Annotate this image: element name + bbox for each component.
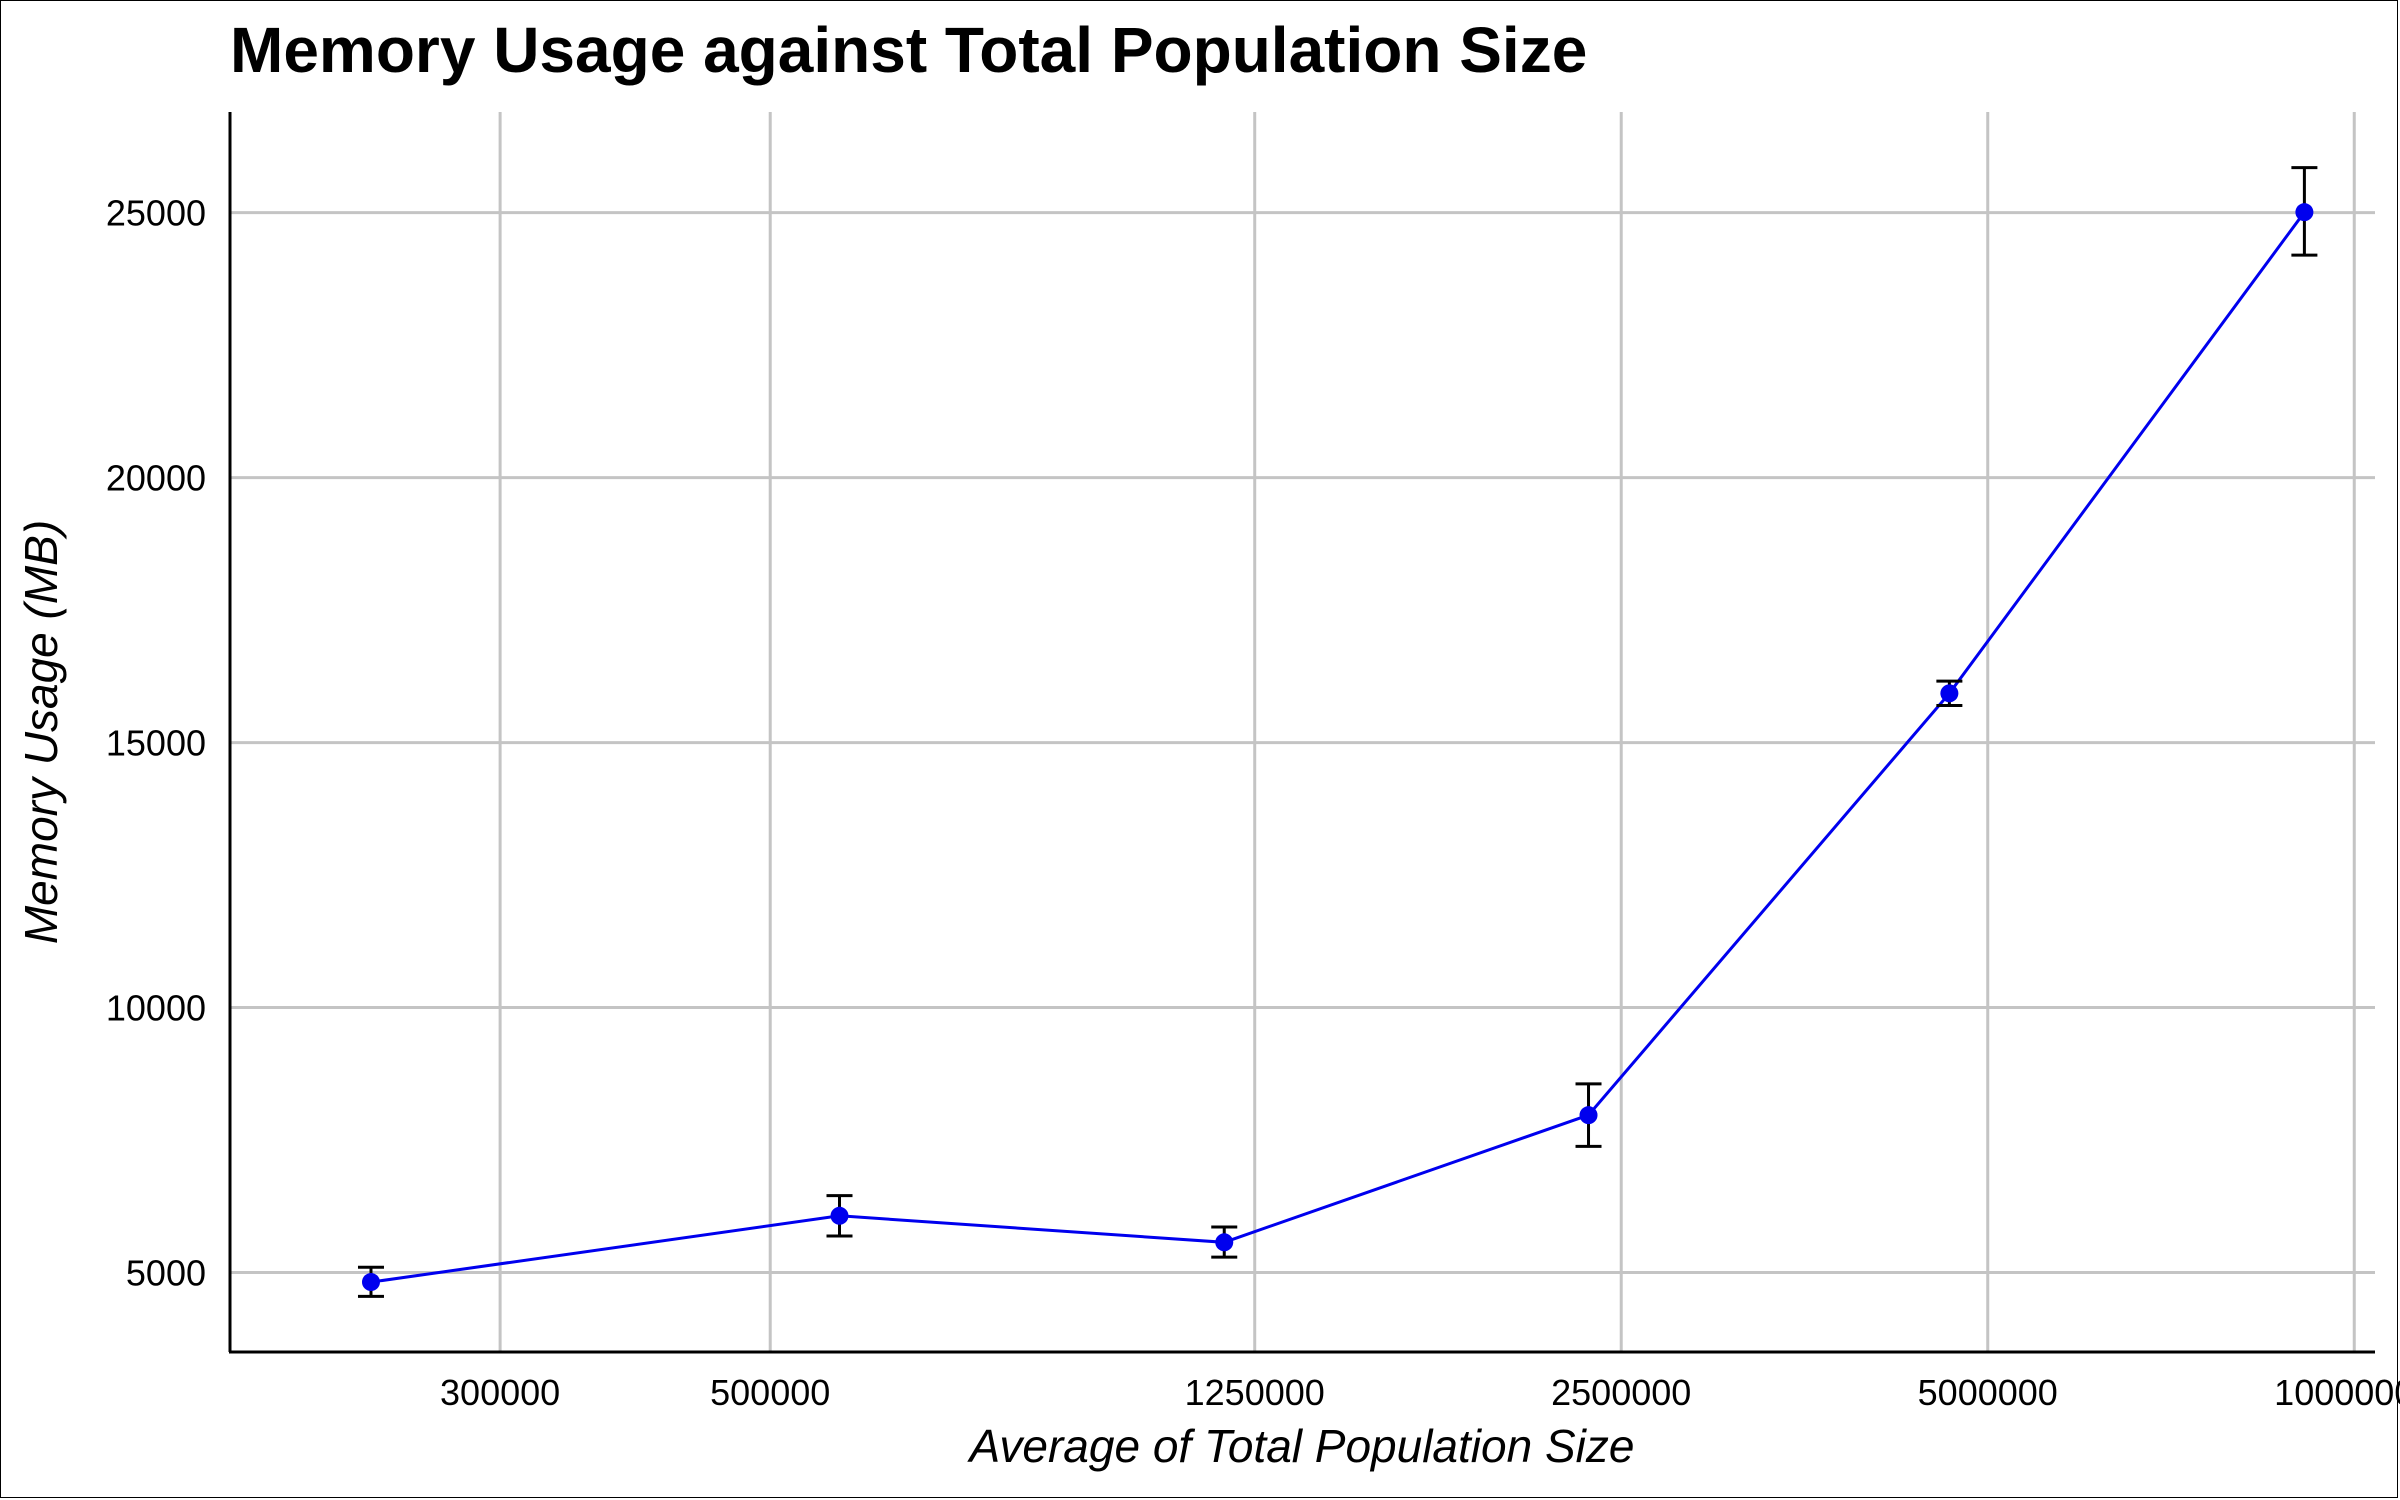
x-axis-label: Average of Total Population Size xyxy=(967,1420,1635,1472)
y-tick-label: 20000 xyxy=(106,458,206,499)
series-group xyxy=(357,166,2318,1298)
data-point xyxy=(361,1273,380,1292)
grid-lines xyxy=(230,112,2375,1352)
chart-title: Memory Usage against Total Population Si… xyxy=(230,14,1587,86)
data-point xyxy=(1579,1106,1598,1125)
y-tick-label: 15000 xyxy=(106,723,206,764)
y-tick-label: 5000 xyxy=(126,1253,206,1294)
y-tick-labels: 5000 10000 15000 20000 25000 xyxy=(106,193,206,1294)
x-tick-label: 500000 xyxy=(710,1372,830,1413)
y-axis-label: Memory Usage (MB) xyxy=(15,520,67,944)
y-tick-label: 25000 xyxy=(106,193,206,234)
data-point xyxy=(1940,684,1959,703)
x-tick-label: 2500000 xyxy=(1551,1372,1691,1413)
data-point xyxy=(830,1206,849,1225)
data-point xyxy=(1215,1233,1234,1252)
x-tick-labels: 300000 500000 1250000 2500000 5000000 1000000… xyxy=(440,1372,2400,1413)
data-point xyxy=(2295,203,2314,222)
x-tick-label: 1250000 xyxy=(1185,1372,1325,1413)
y-tick-label: 10000 xyxy=(106,988,206,1029)
x-tick-label: 10000000 xyxy=(2274,1372,2400,1413)
x-tick-label: 300000 xyxy=(440,1372,560,1413)
series-line xyxy=(370,211,2306,1284)
x-tick-label: 5000000 xyxy=(1918,1372,2058,1413)
